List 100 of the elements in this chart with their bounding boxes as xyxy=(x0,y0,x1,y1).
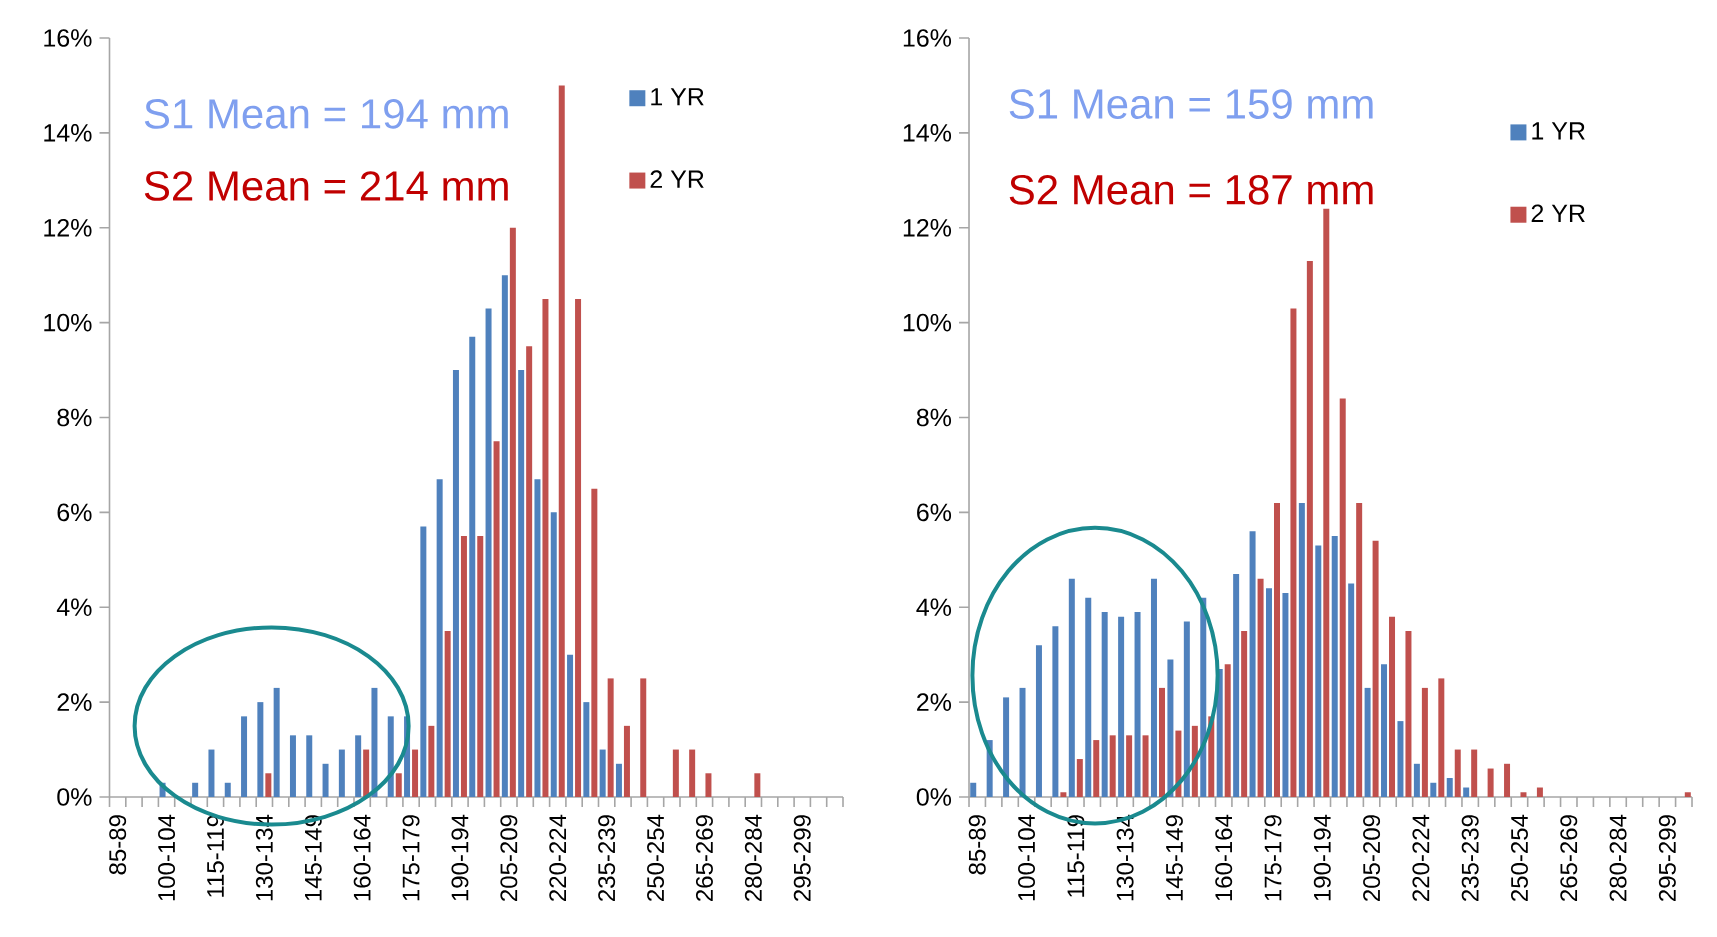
bar xyxy=(1274,502,1280,797)
x-tick-label: 145-149 xyxy=(1165,815,1183,901)
bar xyxy=(224,782,231,797)
bar xyxy=(322,763,329,797)
bar xyxy=(1249,531,1256,797)
bar xyxy=(1356,502,1363,797)
bar xyxy=(273,687,280,797)
bar xyxy=(436,479,443,797)
bar xyxy=(672,749,679,797)
y-tick-label: 0% xyxy=(57,788,92,806)
y-tick-label: 2% xyxy=(57,693,92,711)
x-tick-label: 160-164 xyxy=(1215,814,1233,901)
bar xyxy=(1323,208,1330,797)
bar xyxy=(518,370,525,797)
y-tick-label: 4% xyxy=(916,598,952,616)
bar xyxy=(1118,616,1125,797)
bar xyxy=(542,298,549,797)
bar xyxy=(1200,597,1207,797)
bar xyxy=(689,749,696,797)
x-tick-label: 265-269 xyxy=(1560,815,1578,901)
bar xyxy=(526,346,533,797)
bar xyxy=(1446,778,1453,797)
annotation: S1 Mean = 159 mm xyxy=(1009,89,1373,119)
bar xyxy=(1068,578,1075,797)
bar xyxy=(970,782,977,797)
bar xyxy=(1076,759,1083,797)
bar xyxy=(1175,730,1182,797)
legend-label: 1 YR xyxy=(1532,122,1585,140)
bar xyxy=(1463,787,1470,797)
bar xyxy=(1438,678,1445,797)
x-tick-label: 190-194 xyxy=(451,814,469,901)
bar xyxy=(640,678,647,797)
bar xyxy=(550,512,557,797)
bar xyxy=(1372,540,1379,797)
annotation: S2 Mean = 214 mm xyxy=(144,171,508,201)
bar xyxy=(477,536,484,797)
x-tick-label: 250-254 xyxy=(647,814,665,901)
bar xyxy=(1003,697,1010,797)
x-tick-label: 220-224 xyxy=(549,814,567,901)
bar xyxy=(1381,664,1388,797)
bar xyxy=(1348,583,1355,797)
bar xyxy=(1241,630,1248,797)
x-tick-label: 130-134 xyxy=(255,814,273,901)
bar xyxy=(460,536,467,797)
bar xyxy=(1052,626,1059,797)
bar xyxy=(257,702,264,797)
bar xyxy=(705,773,712,797)
bar xyxy=(607,678,614,797)
bar xyxy=(615,763,622,797)
x-tick-label: 205-209 xyxy=(1363,815,1381,901)
bar xyxy=(485,308,492,797)
y-tick-label: 16% xyxy=(903,29,952,47)
legend-label: 2 YR xyxy=(1531,204,1585,222)
bar xyxy=(1093,740,1100,797)
bar xyxy=(1101,611,1108,797)
bar xyxy=(1134,611,1141,797)
y-tick-label: 14% xyxy=(903,124,952,142)
x-tick-label: 235-239 xyxy=(1461,815,1479,901)
legend-label: 1 YR xyxy=(651,88,704,106)
bar xyxy=(1109,735,1116,797)
bar xyxy=(493,441,500,797)
x-tick-label: 295-299 xyxy=(793,815,811,901)
y-tick-label: 4% xyxy=(56,598,92,616)
bar xyxy=(1233,574,1240,797)
x-tick-label: 295-299 xyxy=(1658,815,1676,901)
x-tick-label: 115-119 xyxy=(1067,815,1085,897)
bar xyxy=(469,336,476,797)
x-tick-label: 190-194 xyxy=(1313,814,1331,901)
bar xyxy=(1216,668,1223,797)
bar xyxy=(623,725,630,797)
x-tick-label: 100-104 xyxy=(1018,814,1036,901)
y-tick-label: 8% xyxy=(916,408,952,427)
bar xyxy=(192,782,199,797)
bar xyxy=(1405,630,1412,797)
bar xyxy=(1290,308,1297,797)
bar xyxy=(387,716,394,797)
bar xyxy=(567,654,574,797)
bar xyxy=(355,735,362,797)
x-tick-label: 85-89 xyxy=(109,815,127,875)
bar xyxy=(1520,792,1527,797)
y-tick-label: 12% xyxy=(903,218,952,237)
x-tick-label: 280-284 xyxy=(744,814,762,901)
bar xyxy=(395,773,402,797)
y-tick-label: 6% xyxy=(57,503,92,522)
bar xyxy=(208,749,215,797)
bar xyxy=(1397,721,1404,797)
bar xyxy=(1183,621,1190,797)
bar xyxy=(1454,749,1461,797)
y-tick-label: 10% xyxy=(903,313,952,332)
bar xyxy=(452,370,459,797)
bar xyxy=(1430,782,1437,797)
bar xyxy=(754,773,761,797)
bar xyxy=(1019,687,1026,797)
x-tick-label: 220-224 xyxy=(1412,814,1430,901)
bar xyxy=(1060,792,1067,797)
bar xyxy=(509,227,516,797)
y-tick-label: 10% xyxy=(44,313,92,332)
legend-label: 2 YR xyxy=(650,170,704,188)
bar xyxy=(583,702,590,797)
bar xyxy=(1331,536,1338,797)
